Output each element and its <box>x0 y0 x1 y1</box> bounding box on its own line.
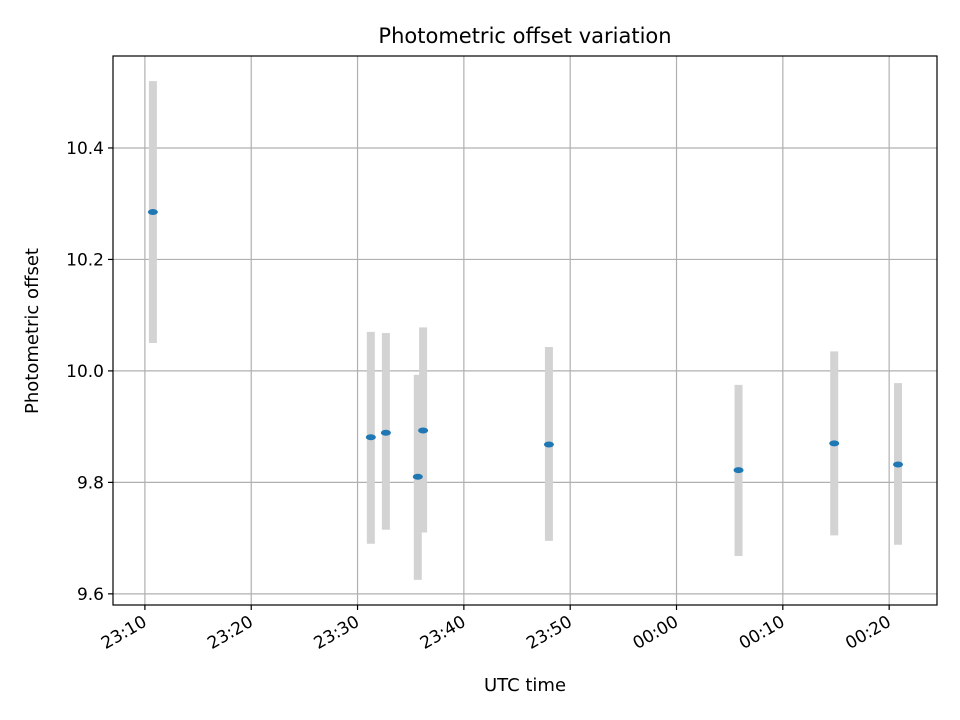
plot-frame <box>112 55 938 606</box>
y-tick-label: 10.4 <box>66 139 104 159</box>
y-axis-label: Photometric offset <box>22 248 43 414</box>
x-tick-label: 23:10 <box>98 612 150 654</box>
x-tick-label: 23:50 <box>523 612 575 654</box>
chart-title: Photometric offset variation <box>378 24 671 48</box>
data-point <box>733 467 744 474</box>
data-point <box>365 434 376 441</box>
error-bar-layer <box>148 81 903 580</box>
y-tick-label: 9.8 <box>77 473 104 493</box>
x-tick-label: 23:20 <box>204 612 256 654</box>
data-point <box>380 429 391 436</box>
x-tick-label: 00:20 <box>842 612 894 654</box>
data-point <box>418 427 429 434</box>
x-axis-label: UTC time <box>484 675 566 696</box>
x-tick-label: 00:00 <box>630 612 682 654</box>
y-tick-label: 10.0 <box>66 362 104 382</box>
data-point <box>543 441 554 448</box>
x-tick-label: 23:40 <box>417 612 469 654</box>
data-point <box>893 461 904 468</box>
y-tick-label: 9.6 <box>77 585 104 605</box>
data-point <box>829 440 840 447</box>
grid-layer <box>113 56 937 605</box>
data-point <box>412 473 423 480</box>
x-tick-label: 00:10 <box>736 612 788 654</box>
point-layer <box>147 209 904 480</box>
y-tick-label: 10.2 <box>66 250 104 270</box>
tick-layer: 23:10 23:20 23:30 23:40 23:50 00:00 00:10 00:20… <box>66 139 895 654</box>
data-point <box>147 209 158 216</box>
x-tick-label: 23:30 <box>311 612 363 654</box>
